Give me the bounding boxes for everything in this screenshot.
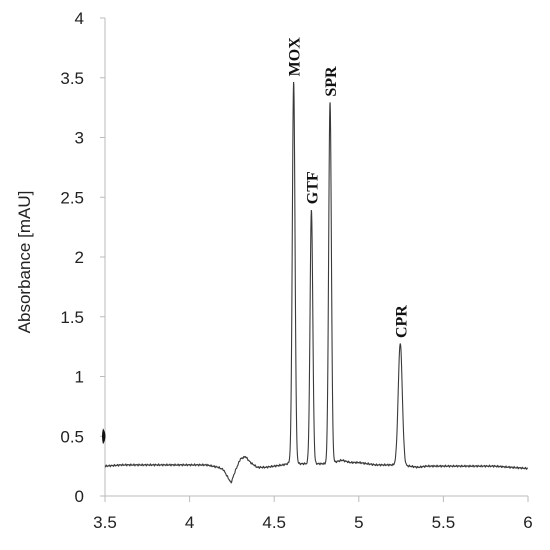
y-tick-label: 2 [75, 248, 84, 267]
x-tick-label: 5 [354, 513, 363, 532]
y-tick-label: 3 [75, 129, 84, 148]
y-tick-label: 0 [75, 487, 84, 506]
peak-labels: MOX GTF SPR CPR [287, 37, 411, 338]
peak-label-cpr: CPR [393, 305, 410, 338]
y-axis-ticks: 0 0.5 1 1.5 2 2.5 3 3.5 4 [60, 9, 105, 506]
peak-label-mox: MOX [287, 37, 304, 77]
peak-label-gtf: GTF [304, 171, 321, 204]
peak-label-spr: SPR [323, 66, 340, 97]
chromatogram-trace [104, 81, 529, 484]
x-tick-label: 5.5 [432, 513, 456, 532]
y-axis-title: Absorbance [mAU] [15, 191, 34, 334]
y-tick-label: 3.5 [60, 69, 84, 88]
y-tick-label: 1 [75, 368, 84, 387]
y-tick-label: 4 [75, 9, 84, 28]
x-tick-label: 4.5 [262, 513, 286, 532]
x-tick-label: 4 [185, 513, 194, 532]
y-tick-label: 1.5 [60, 308, 84, 327]
y-tick-label: 0.5 [60, 427, 84, 446]
axis-marker [102, 428, 106, 445]
x-tick-label: 6 [523, 513, 532, 532]
x-axis-ticks: 3.5 4 4.5 5 5.5 6 [93, 496, 533, 532]
y-tick-label: 2.5 [60, 188, 84, 207]
x-tick-label: 3.5 [93, 513, 117, 532]
